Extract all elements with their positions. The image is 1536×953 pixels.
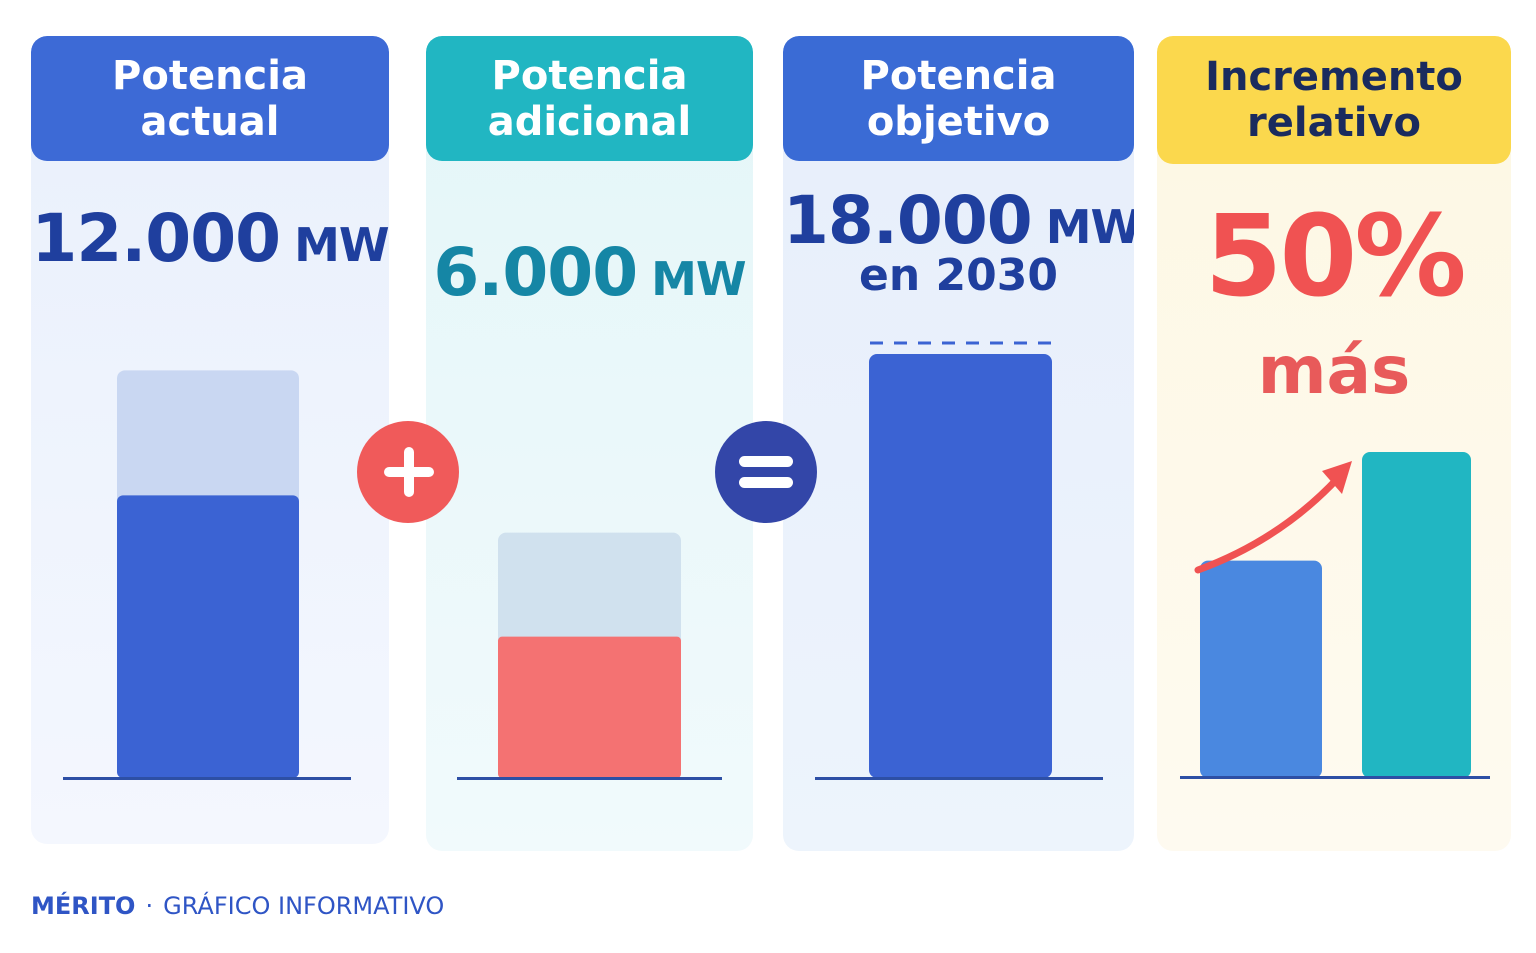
header-line-1: Potencia <box>112 52 308 99</box>
plus-icon <box>384 447 434 497</box>
header-line-2: relativo <box>1247 100 1421 146</box>
equals-operator <box>715 421 817 523</box>
baseline-increase <box>1180 776 1490 779</box>
header-line-2: actual <box>140 98 280 145</box>
additional-power-value: 6.000 MW <box>426 234 753 311</box>
header-line-2: adicional <box>487 98 692 145</box>
panel-header-target: Potencia objetivo <box>783 36 1134 161</box>
current-bar <box>117 495 299 778</box>
header-line-2: objetivo <box>866 98 1051 145</box>
panel-additional-power: Potencia adicional 6.000 MW <box>426 36 753 851</box>
increase-arrow-line <box>1194 474 1342 574</box>
value-unit: MW <box>294 218 389 272</box>
baseline-additional <box>457 777 722 780</box>
panel-header-additional: Potencia adicional <box>426 36 753 161</box>
footer: MÉRITO · GRÁFICO INFORMATIVO <box>31 892 444 920</box>
value-unit: MW <box>651 252 747 306</box>
panel-current-power: Potencia actual 12.000 MW <box>31 36 389 844</box>
panel-header-current: Potencia actual <box>31 36 389 161</box>
header-line-1: Potencia <box>491 52 688 99</box>
current-power-value: 12.000 MW <box>31 200 389 277</box>
baseline-target <box>815 777 1103 780</box>
footer-text: GRÁFICO INFORMATIVO <box>163 892 445 920</box>
plus-operator <box>357 421 459 523</box>
increase-percent: 50% <box>1157 192 1511 322</box>
comparison-bar-before <box>1200 560 1322 778</box>
value-number: 12.000 <box>31 200 281 277</box>
equals-icon <box>739 456 793 488</box>
footer-separator: · <box>145 892 154 920</box>
target-bar <box>869 354 1052 778</box>
target-power-value: 18.000 MW <box>783 182 1134 259</box>
baseline-current <box>63 777 351 780</box>
header-line-1: Potencia <box>860 52 1057 99</box>
additional-bar <box>498 636 681 778</box>
target-year: en 2030 <box>859 250 1058 301</box>
increase-subtitle: más <box>1257 332 1411 409</box>
increase-arrow-head <box>1322 461 1352 494</box>
value-unit: MW <box>1045 200 1134 254</box>
header-line-1: Incremento <box>1205 54 1463 100</box>
comparison-bar-after <box>1362 452 1471 778</box>
footer-brand: MÉRITO <box>31 892 136 920</box>
percent-number: 50% <box>1204 192 1466 322</box>
panel-header-increase: Incremento relativo <box>1157 36 1511 164</box>
value-number: 6.000 <box>433 234 638 311</box>
value-number: 18.000 <box>783 182 1033 259</box>
